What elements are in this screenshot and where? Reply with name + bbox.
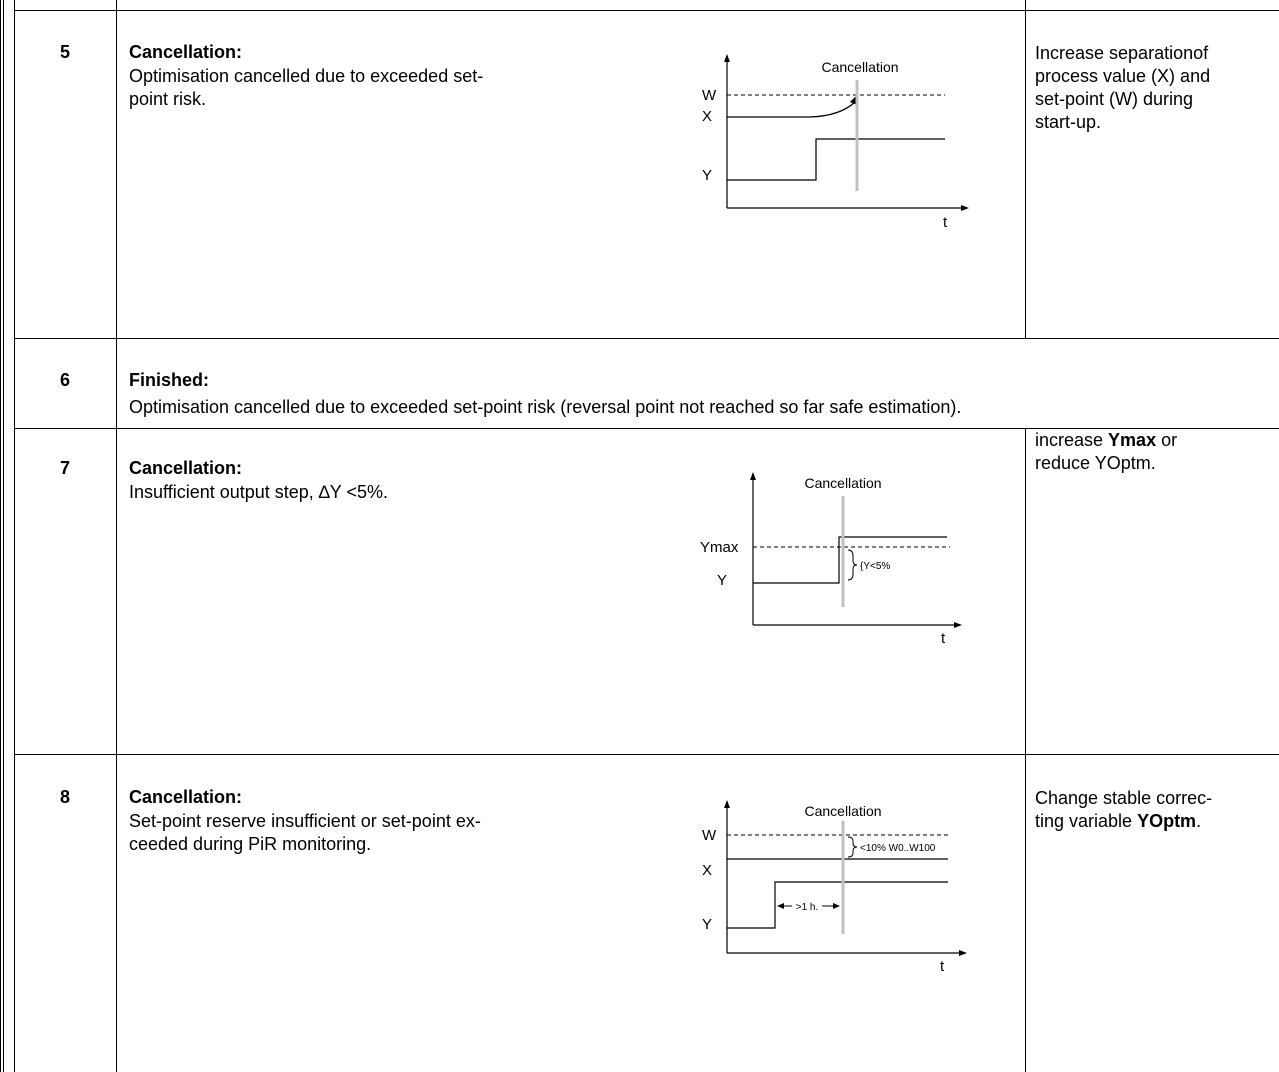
duration-label: >1 h.	[796, 902, 819, 913]
y-label: Y	[717, 572, 727, 589]
table-row-border	[14, 428, 1279, 429]
cancellation-diagram-8: Cancellation <10% W0..W100 >1 h. W X Y t	[702, 800, 967, 975]
remedy-text: ting variable	[1035, 811, 1138, 831]
cancellation-label: Cancellation	[804, 803, 881, 819]
table-col-divider	[14, 0, 15, 1072]
row-title: Cancellation:	[129, 458, 243, 478]
cancellation-diagram-5: Cancellation W X Y t	[702, 54, 969, 231]
t-label: t	[940, 958, 945, 975]
y-axis-arrow	[724, 800, 730, 808]
row-title: Cancellation:	[129, 42, 243, 62]
row-number: 5	[59, 42, 70, 62]
description-line: Set-point reserve insufficient or set-po…	[129, 811, 481, 831]
duration-arrow-left	[777, 903, 784, 909]
duration-arrow-right	[833, 903, 840, 909]
remedy-line: ting variable YOptm.	[1035, 810, 1279, 833]
output-y-step	[727, 881, 948, 929]
remedy-bold: YOptm	[1137, 811, 1197, 831]
y-axis-arrow	[750, 472, 756, 480]
table-border-left-inner	[3, 0, 4, 1072]
delta-label: {Y<5%	[860, 561, 890, 572]
table-col-divider	[116, 0, 117, 1072]
row-description: Set-point reserve insufficient or set-po…	[129, 810, 481, 856]
y-axis-arrow	[724, 54, 730, 62]
row-title: Cancellation:	[129, 787, 243, 807]
process-value-x-curve	[727, 101, 856, 118]
table-col-divider	[1025, 0, 1026, 338]
duration-label-bg	[792, 900, 822, 912]
remedy-text: or	[1156, 430, 1178, 450]
reserve-brace	[847, 836, 858, 858]
t-label: t	[943, 214, 948, 231]
remedy-bold: Ymax	[1108, 430, 1157, 450]
remedy-line: start-up.	[1035, 112, 1102, 132]
x-label: X	[702, 108, 712, 125]
x-curve-arrow	[850, 96, 857, 105]
cancellation-diagram-7: Cancellation {Y<5% Ymax Y t	[700, 472, 962, 647]
w-label: W	[702, 87, 717, 104]
table-border-left-outer	[0, 0, 1, 1072]
description-line: ceeded during PiR monitoring.	[129, 834, 372, 854]
output-y-step	[753, 536, 947, 584]
row-number: 7	[59, 458, 70, 478]
x-axis-arrow	[954, 622, 962, 628]
remedy-line: increase Ymax or	[1035, 429, 1279, 452]
remedy-line: set-point (W) during	[1035, 89, 1194, 109]
description-line: Optimisation cancelled due to exceeded s…	[129, 66, 484, 86]
remedy-text: .	[1196, 811, 1202, 831]
x-axis-arrow	[959, 950, 967, 956]
row-number: 6	[59, 370, 70, 390]
y-label: Y	[702, 916, 712, 933]
description-line: point risk.	[129, 89, 207, 109]
remedy-line: Increase separationof	[1035, 43, 1209, 63]
w-label: W	[702, 827, 717, 844]
row-remedy: Increase separationof process value (X) …	[1035, 42, 1279, 134]
remedy-text: increase	[1035, 430, 1109, 450]
row-remedy: increase Ymax or reduce YOptm.	[1035, 429, 1279, 475]
table-row-border	[14, 754, 1279, 755]
ymax-label: Ymax	[700, 539, 739, 556]
cancellation-label: Cancellation	[804, 475, 881, 491]
remedy-line: reduce YOptm.	[1035, 453, 1156, 473]
row-description: Optimisation cancelled due to exceeded s…	[129, 397, 962, 417]
row-number: 8	[59, 787, 70, 807]
output-y-step	[727, 138, 945, 181]
row-title: Finished:	[129, 370, 209, 390]
y-label: Y	[702, 167, 712, 184]
table-row-border	[14, 338, 1279, 339]
x-axis-arrow	[961, 205, 969, 211]
cancellation-label: Cancellation	[821, 59, 898, 75]
t-label: t	[941, 630, 946, 647]
row-remedy: Change stable correc- ting variable YOpt…	[1035, 787, 1279, 833]
remedy-line: process value (X) and	[1035, 66, 1211, 86]
delta-brace	[847, 549, 858, 581]
row-description: Optimisation cancelled due to exceeded s…	[129, 65, 483, 111]
table-col-divider	[1025, 428, 1026, 1072]
x-label: X	[702, 862, 712, 879]
remedy-line: Change stable correc-	[1035, 788, 1213, 808]
row-description: Insufficient output step, ∆Y <5%.	[129, 482, 389, 502]
reserve-label: <10% W0..W100	[860, 843, 936, 854]
table-row-border	[14, 10, 1279, 11]
